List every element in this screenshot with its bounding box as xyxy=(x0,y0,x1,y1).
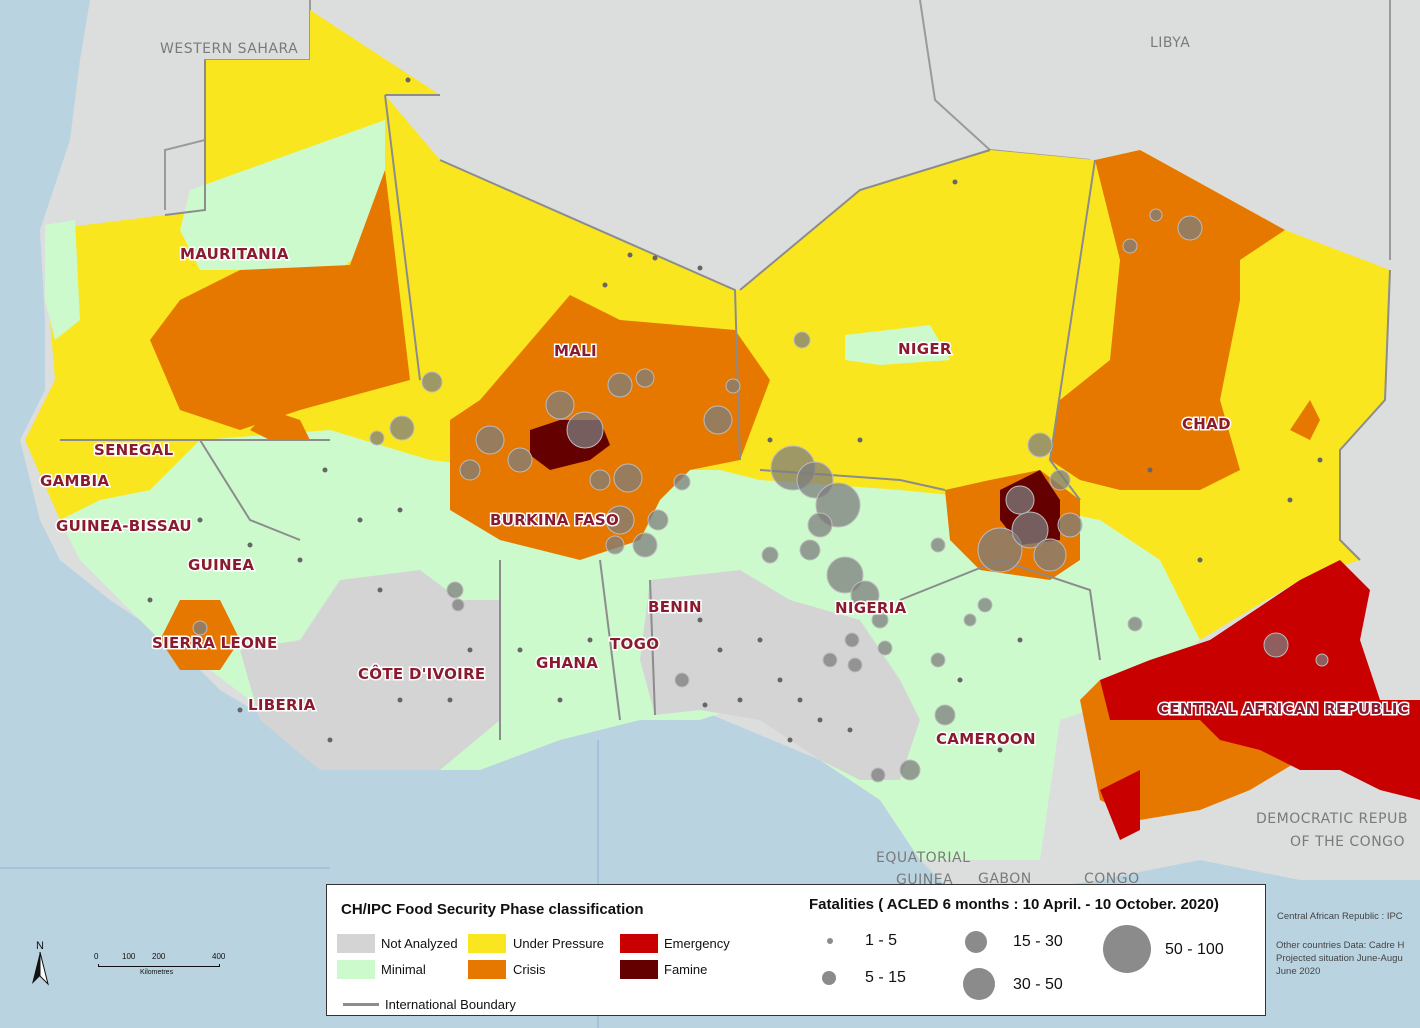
scale-unit: Kilometres xyxy=(140,969,174,976)
label-boundary: International Boundary xyxy=(385,997,516,1012)
label-mauritania: MAURITANIA xyxy=(180,245,289,263)
event-dots-small xyxy=(107,77,1323,753)
fatality-label-5-15: 5 - 15 xyxy=(865,969,906,986)
scale-tick-100: 100 xyxy=(122,952,136,961)
north-arrow-icon xyxy=(32,951,49,986)
swatch-minimal xyxy=(337,960,375,979)
international-boundaries xyxy=(60,60,1391,740)
swatch-under-pressure xyxy=(468,934,506,953)
label-chad: CHAD xyxy=(1182,415,1231,433)
label-emergency: Emergency xyxy=(664,936,730,951)
zone-crisis-mali xyxy=(450,295,770,560)
fatality-label-30-50: 30 - 50 xyxy=(1013,976,1063,993)
label-sierra-leone: SIERRA LEONE xyxy=(152,634,278,652)
fatalities-title: Fatalities ( ACLED 6 months : 10 April. … xyxy=(809,896,1219,913)
label-western-sahara: WESTERN SAHARA xyxy=(160,41,298,57)
zone-crisis-mauritania xyxy=(150,170,410,430)
zone-crisis-chad xyxy=(1050,150,1285,490)
label-congo: CONGO xyxy=(1084,871,1140,887)
label-guinea-bissau: GUINEA-BISSAU xyxy=(56,517,192,535)
scale-tick-200: 200 xyxy=(152,952,166,961)
label-togo: TOGO xyxy=(610,635,659,653)
fatality-dot-15-30 xyxy=(965,931,987,953)
zone-minimal-mauritania xyxy=(180,120,385,270)
phase-legend-title: CH/IPC Food Security Phase classificatio… xyxy=(341,901,644,918)
scale-tick-400: 400 xyxy=(212,952,226,961)
zone-minimal-niger xyxy=(845,325,950,365)
label-drc-2: OF THE CONGO xyxy=(1290,834,1405,850)
label-eq-guinea-1: EQUATORIAL xyxy=(876,850,970,866)
fatality-label-15-30: 15 - 30 xyxy=(1013,933,1063,950)
swatch-not-analyzed xyxy=(337,934,375,953)
fatality-label-1-5: 1 - 5 xyxy=(865,932,898,949)
scale-tick-0: 0 xyxy=(94,952,99,961)
label-niger: NIGER xyxy=(898,340,952,358)
label-benin: BENIN xyxy=(648,598,702,616)
zone-not-analyzed-west xyxy=(240,570,500,770)
label-drc-1: DEMOCRATIC REPUB xyxy=(1256,811,1408,827)
fatality-dot-5-15 xyxy=(822,971,836,985)
label-minimal: Minimal xyxy=(381,962,426,977)
label-libya: LIBYA xyxy=(1150,35,1190,51)
zone-crisis-senegal-east xyxy=(250,410,310,440)
label-ghana: GHANA xyxy=(536,654,598,672)
boundary-line-swatch xyxy=(343,1003,379,1006)
label-gambia: GAMBIA xyxy=(40,472,109,490)
north-label: N xyxy=(36,940,44,952)
scale-line xyxy=(98,964,220,967)
scale-bar: 0 100 200 400 Kilometres xyxy=(94,952,226,982)
label-cote-divoire: CÔTE D'IVOIRE xyxy=(358,664,485,683)
zone-crisis-chad-east xyxy=(1290,400,1320,440)
swatch-crisis xyxy=(468,960,506,979)
fatality-label-50-100: 50 - 100 xyxy=(1165,941,1224,958)
fatality-dot-30-50 xyxy=(963,968,995,1000)
side-note-3: Projected situation June-Augu xyxy=(1276,953,1403,964)
zone-emergency-car xyxy=(1100,560,1420,800)
label-liberia: LIBERIA xyxy=(248,696,316,714)
label-senegal: SENEGAL xyxy=(94,441,174,459)
side-note-1: Central African Republic : IPC xyxy=(1277,911,1403,922)
zone-minimal-ghana xyxy=(500,560,620,740)
event-circles xyxy=(192,208,1329,783)
label-guinea: GUINEA xyxy=(188,556,254,574)
north-arrow: N xyxy=(28,940,52,991)
label-under-pressure: Under Pressure xyxy=(513,936,605,951)
label-gabon: GABON xyxy=(978,871,1032,887)
label-car: CENTRAL AFRICAN REPUBLIC xyxy=(1158,700,1409,718)
label-cameroon: CAMEROON xyxy=(936,730,1036,748)
swatch-emergency xyxy=(620,934,658,953)
zone-emergency-car-south xyxy=(1100,770,1140,840)
swatch-famine xyxy=(620,960,658,979)
label-nigeria: NIGERIA xyxy=(835,599,907,617)
legend: CH/IPC Food Security Phase classificatio… xyxy=(326,884,1266,1016)
label-famine: Famine xyxy=(664,962,708,977)
fatality-dot-50-100 xyxy=(1103,925,1151,973)
label-mali: MALI xyxy=(554,342,597,360)
label-not-analyzed: Not Analyzed xyxy=(381,936,458,951)
label-burkina-faso: BURKINA FASO xyxy=(490,511,619,529)
side-note-4: June 2020 xyxy=(1276,966,1321,977)
side-note-2: Other countries Data: Cadre H xyxy=(1276,940,1405,951)
fatality-dot-1-5 xyxy=(827,938,833,944)
zone-minimal-west xyxy=(45,220,80,340)
label-crisis: Crisis xyxy=(513,962,546,977)
